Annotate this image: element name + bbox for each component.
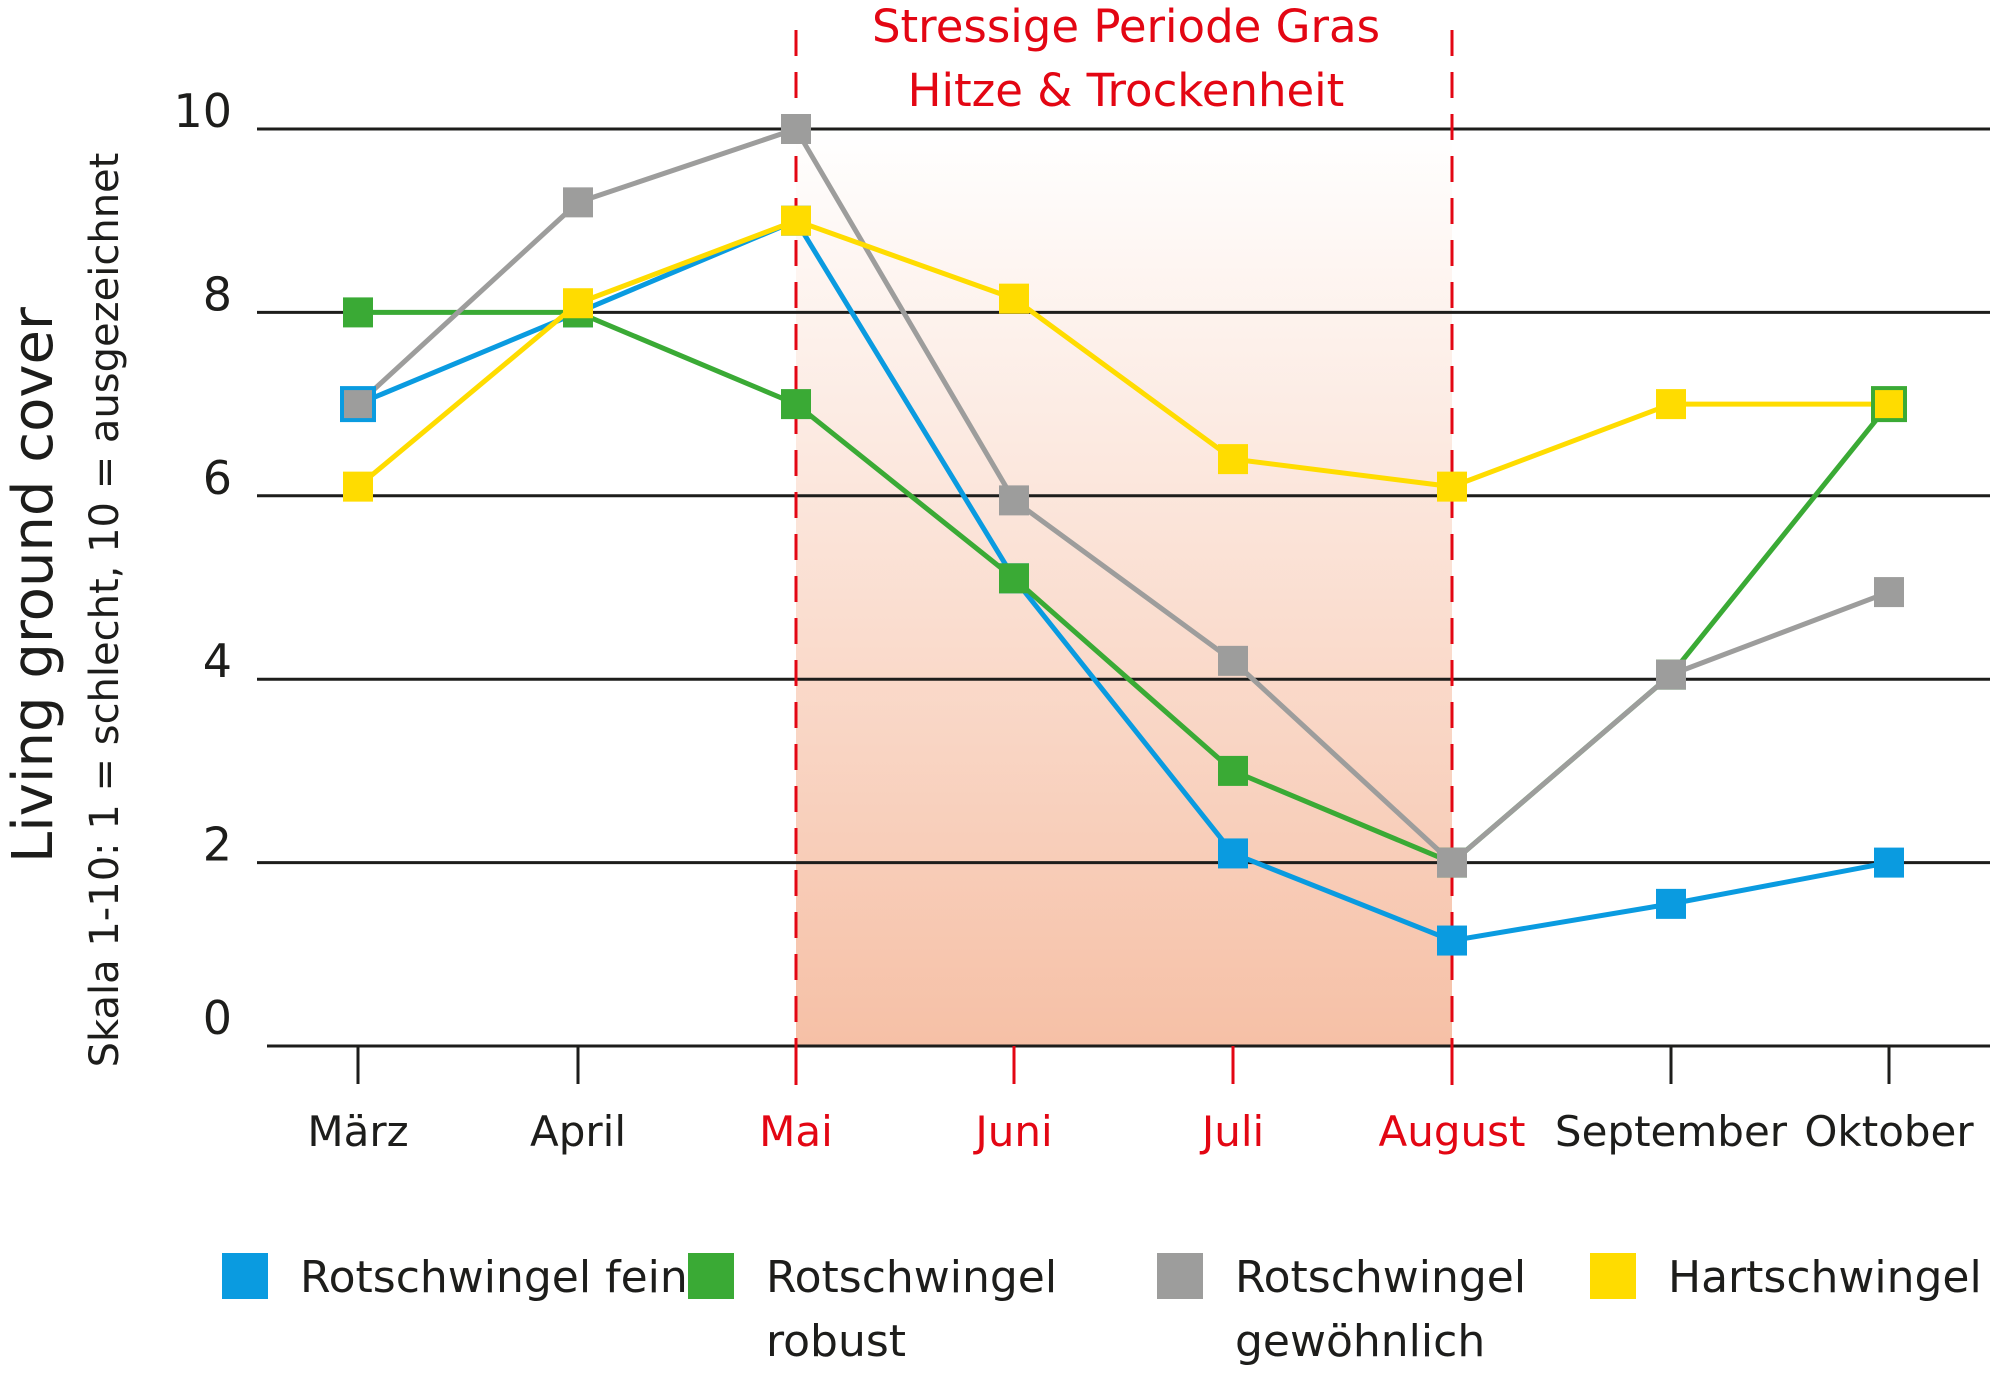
y-tick-label: 2	[203, 818, 232, 872]
data-point	[1656, 659, 1686, 690]
data-point-overlap	[1871, 386, 1907, 423]
x-tick-label: August	[1379, 1107, 1526, 1156]
legend-swatch	[1590, 1253, 1636, 1299]
legend-swatch	[688, 1253, 734, 1299]
stress-period-area	[796, 129, 1452, 1046]
legend-swatch	[222, 1253, 268, 1299]
y-tick-label: 8	[203, 267, 232, 321]
y-tick-label: 0	[203, 991, 232, 1045]
data-point	[1656, 389, 1686, 420]
data-point	[563, 288, 593, 319]
y-axis-sublabel: Skala 1-10: 1 = schlecht, 10 = ausgezeic…	[82, 153, 128, 1068]
legend-label: Rotschwingel	[1235, 1252, 1526, 1303]
x-tick-label: April	[530, 1107, 626, 1156]
legend-swatch	[1157, 1253, 1203, 1299]
data-point	[999, 283, 1029, 314]
data-point	[343, 471, 373, 502]
legend-label: robust	[766, 1316, 906, 1367]
legend-label: Hartschwingel	[1668, 1252, 1982, 1303]
legend-label: gewöhnlich	[1235, 1316, 1485, 1367]
data-point	[1218, 755, 1248, 786]
data-point	[781, 389, 811, 420]
legend-label: Rotschwingel	[766, 1252, 1057, 1303]
x-tick-label: Juni	[972, 1107, 1052, 1156]
data-point	[563, 187, 593, 218]
data-point	[999, 563, 1029, 594]
chart-title-line-2: Hitze & Trockenheit	[908, 64, 1345, 117]
y-tick-label: 10	[173, 84, 232, 138]
x-tick-label: Oktober	[1804, 1107, 1974, 1156]
series-line-2	[356, 125, 1890, 866]
data-point	[1874, 847, 1904, 878]
data-point	[781, 205, 811, 236]
x-tick-label: Mai	[759, 1107, 833, 1156]
series-line-3	[356, 218, 1889, 490]
x-tick-label: Juli	[1199, 1107, 1264, 1156]
y-axis-label: Living ground cover	[1, 306, 66, 863]
y-tick-label: 4	[203, 634, 232, 688]
data-point	[343, 297, 373, 328]
data-point	[1218, 444, 1248, 475]
data-point	[1656, 888, 1686, 919]
data-point-overlap	[340, 386, 376, 423]
data-point	[1874, 577, 1904, 608]
data-point	[1437, 471, 1467, 502]
series-line-0	[357, 217, 1890, 944]
data-point	[781, 114, 811, 144]
data-point	[1218, 838, 1248, 869]
data-point	[1437, 847, 1467, 878]
data-point	[999, 485, 1029, 516]
y-tick-label: 6	[203, 451, 232, 505]
data-point	[1218, 645, 1248, 676]
data-point	[1437, 925, 1467, 956]
legend-label: Rotschwingel fein	[300, 1252, 688, 1303]
x-tick-label: März	[307, 1107, 408, 1156]
chart-title-line-1: Stressige Periode Gras	[872, 0, 1380, 53]
x-tick-label: September	[1555, 1107, 1788, 1156]
